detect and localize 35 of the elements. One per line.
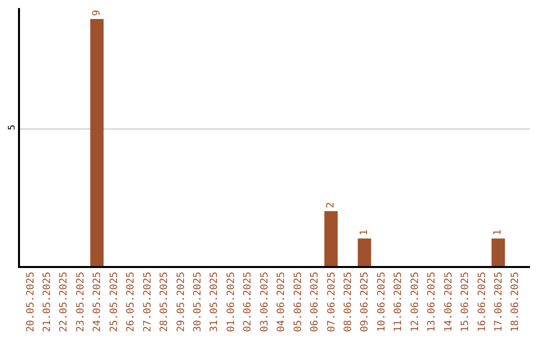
x-tick-label: 14.06.2025 [443, 272, 454, 332]
data-label: 9 [91, 10, 102, 16]
x-tick-label: 02.06.2025 [242, 272, 254, 332]
data-label: 2 [326, 202, 337, 208]
x-tick-label: 17.06.2025 [493, 272, 504, 332]
x-tick-label: 31.05.2025 [209, 272, 220, 332]
x-tick-label: 13.06.2025 [426, 272, 438, 332]
x-tick-label: 22.05.2025 [58, 272, 70, 332]
x-tick-label: 16.06.2025 [476, 272, 488, 332]
y-tick-label: 5 [8, 124, 18, 130]
x-tick-label: 03.06.2025 [259, 272, 270, 332]
x-tick-label: 18.06.2025 [510, 272, 522, 332]
x-tick-label: 07.06.2025 [326, 272, 338, 332]
x-tick-label: 04.06.2025 [276, 272, 288, 332]
x-tick-label: 21.05.2025 [42, 272, 53, 332]
x-tick-label: 06.06.2025 [310, 272, 321, 332]
data-label: 1 [358, 230, 370, 236]
x-tick-label: 24.05.2025 [92, 272, 104, 332]
x-tick-label: 23.05.2025 [75, 272, 86, 332]
x-tick-label: 01.06.2025 [226, 272, 237, 332]
x-tick-label: 29.05.2025 [176, 272, 187, 332]
x-tick-label: 20.05.2025 [25, 272, 36, 332]
x-tick-label: 28.05.2025 [159, 272, 170, 332]
x-tick-label: 15.06.2025 [460, 272, 472, 332]
x-tick-label: 05.06.2025 [292, 272, 304, 332]
x-tick-label: 25.05.2025 [108, 272, 120, 332]
x-tick-label: 27.05.2025 [142, 272, 154, 332]
x-tick-label: 09.06.2025 [360, 272, 371, 332]
x-tick-label: 26.05.2025 [126, 272, 137, 332]
x-tick-label: 10.06.2025 [376, 272, 388, 332]
x-tick-label: 11.06.2025 [393, 272, 404, 332]
x-tick-label: 08.06.2025 [342, 272, 354, 332]
x-tick-label: 12.06.2025 [410, 272, 421, 332]
data-label: 1 [492, 230, 504, 236]
x-tick-label: 30.05.2025 [192, 272, 204, 332]
